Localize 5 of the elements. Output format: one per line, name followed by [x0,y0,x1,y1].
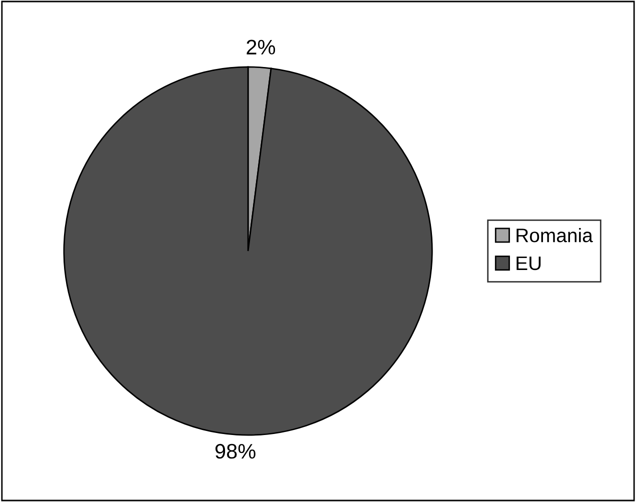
data-label: 2% [246,40,276,54]
legend-label: EU [516,256,541,270]
pie-slice [63,66,433,436]
data-label: 98% [215,444,256,459]
legend-label: Romania [516,228,593,242]
